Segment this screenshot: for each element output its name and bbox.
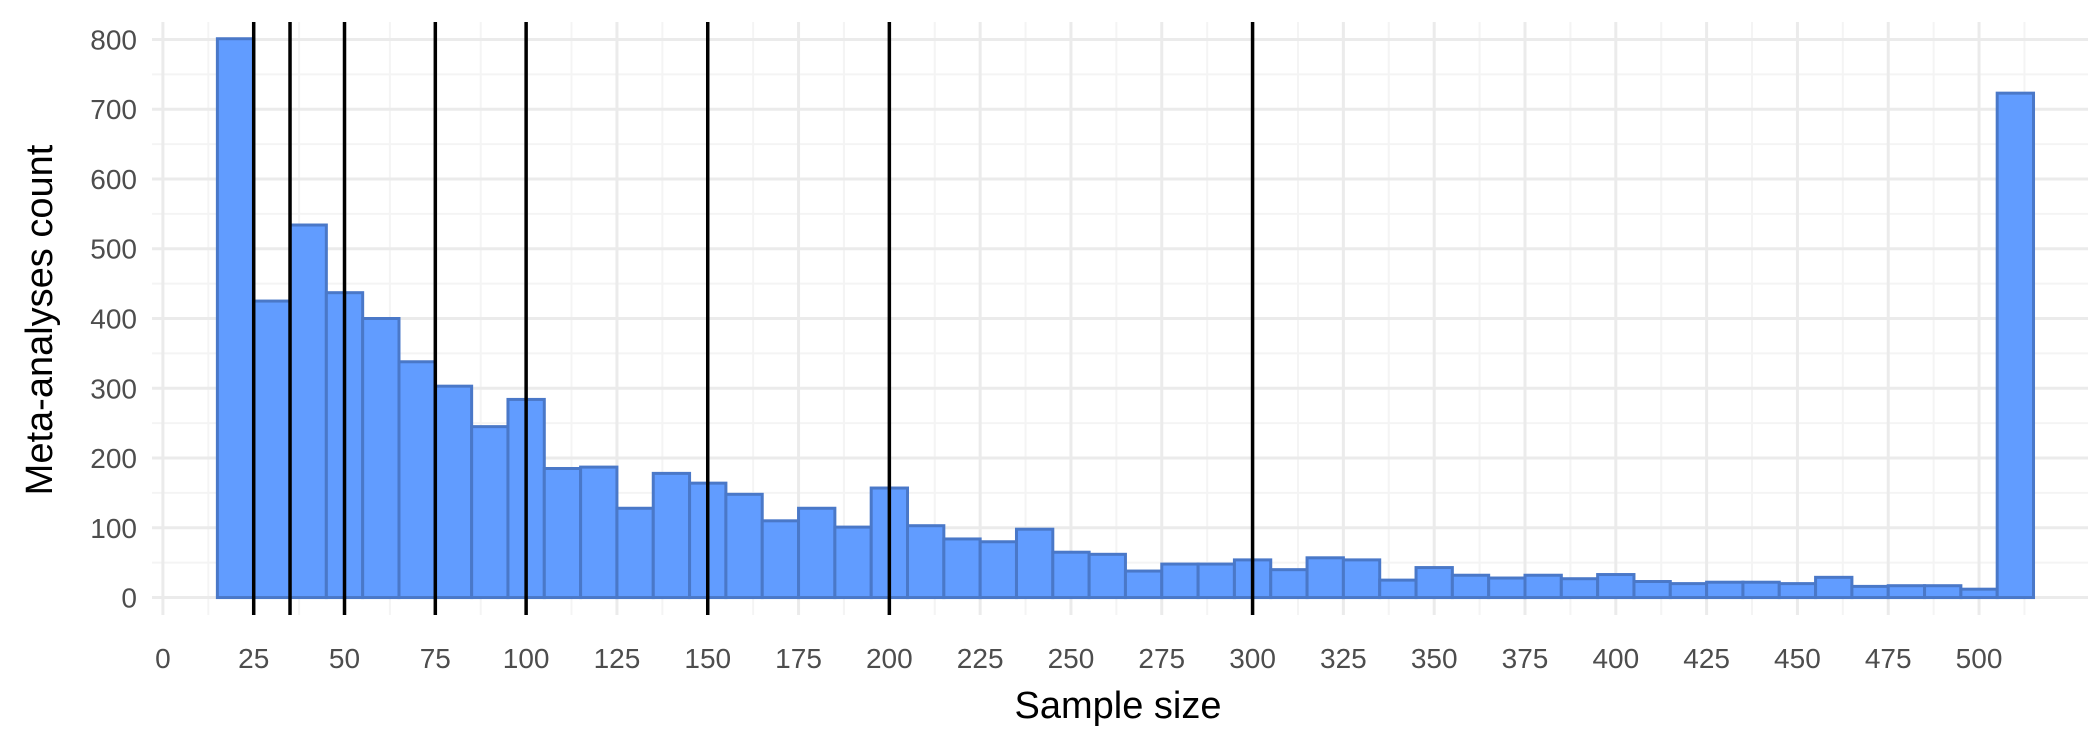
histogram-bar [1995,91,2036,600]
x-tick-label: 175 [775,643,822,674]
y-axis-ticks: 0 100 200 300 400 500 600 700 800 [90,24,137,613]
histogram-bar [906,524,946,600]
y-tick-label: 0 [121,583,137,614]
histogram-bar [1378,578,1418,600]
histogram-bar [1269,568,1309,600]
x-tick-label: 300 [1229,643,1276,674]
x-tick-label: 25 [238,643,269,674]
x-tick-label: 450 [1774,643,1821,674]
x-tick-label: 375 [1502,643,1549,674]
x-tick-label: 200 [866,643,913,674]
histogram-bar [1305,556,1345,600]
histogram-bar [433,384,474,600]
histogram-bar [760,519,801,600]
x-tick-label: 400 [1592,643,1639,674]
x-axis-ticks: 0 25 50 75 100 125 150 175 200 225 250 275 300 325 350… [155,643,2002,674]
histogram-bar [942,537,982,600]
y-tick-label: 100 [90,513,137,544]
histogram-bar [1777,582,1818,600]
y-tick-label: 700 [90,94,137,125]
histogram-bar [1814,575,1854,600]
x-tick-label: 425 [1683,643,1730,674]
histogram-bar [724,492,764,600]
histogram-bar [651,471,692,600]
x-tick-label: 350 [1411,643,1458,674]
histogram-bar [1959,587,1999,600]
histogram-bar [1160,562,1200,600]
histogram-bar [1886,584,1927,600]
histogram-bar [1523,573,1563,600]
y-tick-label: 400 [90,304,137,335]
histogram-bar [1450,573,1491,600]
x-tick-label: 150 [684,643,731,674]
histogram-bar [542,466,583,600]
histogram-bars [215,37,2036,600]
histogram-bar [1632,580,1672,600]
histogram-bar [1014,527,1055,600]
histogram-bar [1741,580,1781,600]
histogram-bar [978,540,1018,600]
histogram-bar [1559,577,1600,600]
histogram-bar [1668,582,1709,600]
x-tick-label: 125 [594,643,641,674]
histogram-bar [833,525,873,600]
y-tick-label: 500 [90,234,137,265]
histogram-bar [1487,576,1527,600]
histogram-bar [1414,566,1454,600]
histogram-bar [1850,584,1890,600]
x-tick-label: 325 [1320,643,1367,674]
x-tick-label: 250 [1048,643,1095,674]
histogram-bar [615,506,655,600]
histogram-bar [397,360,437,600]
histogram-bar [1051,550,1091,600]
histogram-bar [361,317,401,600]
histogram-bar [1087,552,1127,600]
x-tick-label: 500 [1956,643,2003,674]
x-tick-label: 225 [957,643,1004,674]
histogram-bar [1596,573,1636,600]
histogram-bar [470,425,510,600]
reference-lines [251,22,1255,615]
histogram-bar [288,223,328,600]
x-tick-label: 0 [155,643,171,674]
histogram-bar [215,37,256,600]
y-axis-title: Meta-analyses count [19,144,61,495]
y-tick-label: 200 [90,443,137,474]
y-tick-label: 600 [90,164,137,195]
histogram-bar [252,299,292,600]
y-tick-label: 300 [90,373,137,404]
histogram-bar [1123,569,1164,600]
histogram-bar [579,465,619,600]
x-axis-title: Sample size [1015,685,1222,727]
x-tick-label: 75 [420,643,451,674]
x-tick-label: 475 [1865,643,1912,674]
x-tick-label: 50 [329,643,360,674]
x-tick-label: 275 [1138,643,1185,674]
x-tick-label: 100 [503,643,550,674]
histogram-bar [1923,584,1963,600]
histogram-bar [1196,562,1236,600]
histogram-bar [1705,580,1745,600]
histogram-bar [1341,558,1382,600]
y-tick-label: 800 [90,24,137,55]
histogram-bar [797,506,837,600]
